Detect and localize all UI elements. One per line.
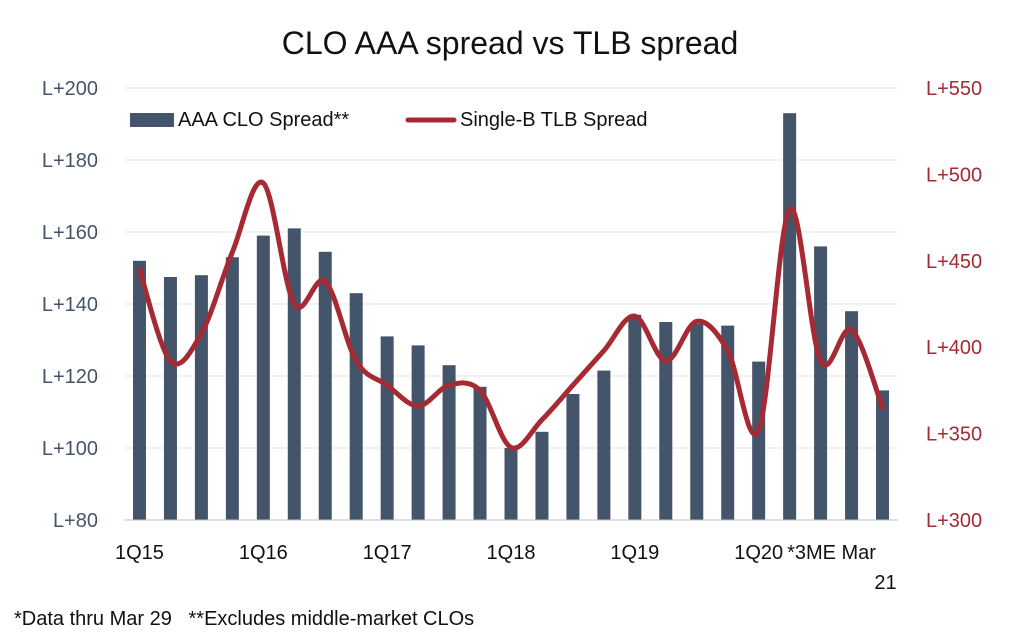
bar (783, 113, 797, 520)
bar (690, 323, 704, 520)
left-axis-tick-label: L+100 (42, 438, 98, 460)
right-axis-tick-label: L+550 (926, 78, 982, 100)
bar (411, 345, 425, 520)
legend-swatch-bar (130, 113, 174, 127)
bar (442, 365, 456, 520)
left-axis-tick-label: L+80 (53, 510, 98, 532)
bar (876, 390, 890, 520)
left-axis-tick-label: L+140 (42, 294, 98, 316)
bar (535, 431, 549, 520)
bar (287, 228, 301, 520)
left-axis-tick-label: L+160 (42, 222, 98, 244)
bar (473, 386, 487, 520)
x-axis-tick-label: 1Q17 (363, 542, 412, 564)
bar (721, 325, 735, 520)
x-axis-tick-label: 1Q18 (487, 542, 536, 564)
left-axis-tick-label: L+200 (42, 78, 98, 100)
right-axis-tick-label: L+350 (926, 424, 982, 446)
bar (752, 361, 766, 520)
bar (194, 275, 208, 520)
line-series (136, 179, 886, 451)
right-axis-tick-label: L+500 (926, 164, 982, 186)
bar (318, 251, 332, 521)
bar (380, 336, 394, 520)
legend-label-aaa-clo: AAA CLO Spread** (178, 109, 349, 131)
bar-series (132, 113, 890, 521)
bar (597, 370, 611, 520)
right-axis-tick-label: L+400 (926, 337, 982, 359)
x-axis-tick-label: 1Q15 (115, 542, 164, 564)
bar (566, 394, 580, 520)
chart-title: CLO AAA spread vs TLB spread (282, 25, 739, 61)
x-axis: 1Q15 1Q16 1Q17 1Q18 1Q19 1Q20 *3ME Mar 21 (115, 519, 898, 594)
bar (814, 246, 828, 520)
left-axis-tick-label: L+180 (42, 150, 98, 172)
bar (349, 293, 363, 520)
x-axis-tick-label: 1Q16 (239, 542, 288, 564)
right-axis-tick-label: L+300 (926, 510, 982, 532)
x-axis-tick-label: 1Q20 (734, 542, 783, 564)
bar (845, 311, 859, 520)
bar (132, 260, 146, 520)
series-line (136, 179, 886, 451)
right-axis-tick-label: L+450 (926, 251, 982, 273)
gridlines (124, 87, 898, 449)
legend: AAA CLO Spread** Single-B TLB Spread (130, 109, 648, 131)
bar (628, 314, 642, 520)
x-axis-tick-label: 21 (874, 572, 896, 594)
left-axis: L+80 L+100 L+120 L+140 L+160 L+180 L+200 (42, 78, 98, 532)
legend-label-single-b-tlb: Single-B TLB Spread (460, 109, 648, 131)
left-axis-tick-label: L+120 (42, 366, 98, 388)
bar (163, 277, 177, 520)
x-axis-tick-label: *3ME Mar (787, 542, 876, 564)
chart: CLO AAA spread vs TLB spread L+80L+100L+… (42, 25, 982, 594)
bar (225, 257, 239, 520)
right-axis: L+300 L+350 L+400 L+450 L+500 L+550 (926, 78, 982, 532)
bar (256, 235, 270, 520)
x-axis-tick-label: 1Q19 (610, 542, 659, 564)
footnote: *Data thru Mar 29 **Excludes middle-mark… (14, 608, 475, 630)
bar (504, 448, 518, 520)
bar (659, 322, 673, 520)
